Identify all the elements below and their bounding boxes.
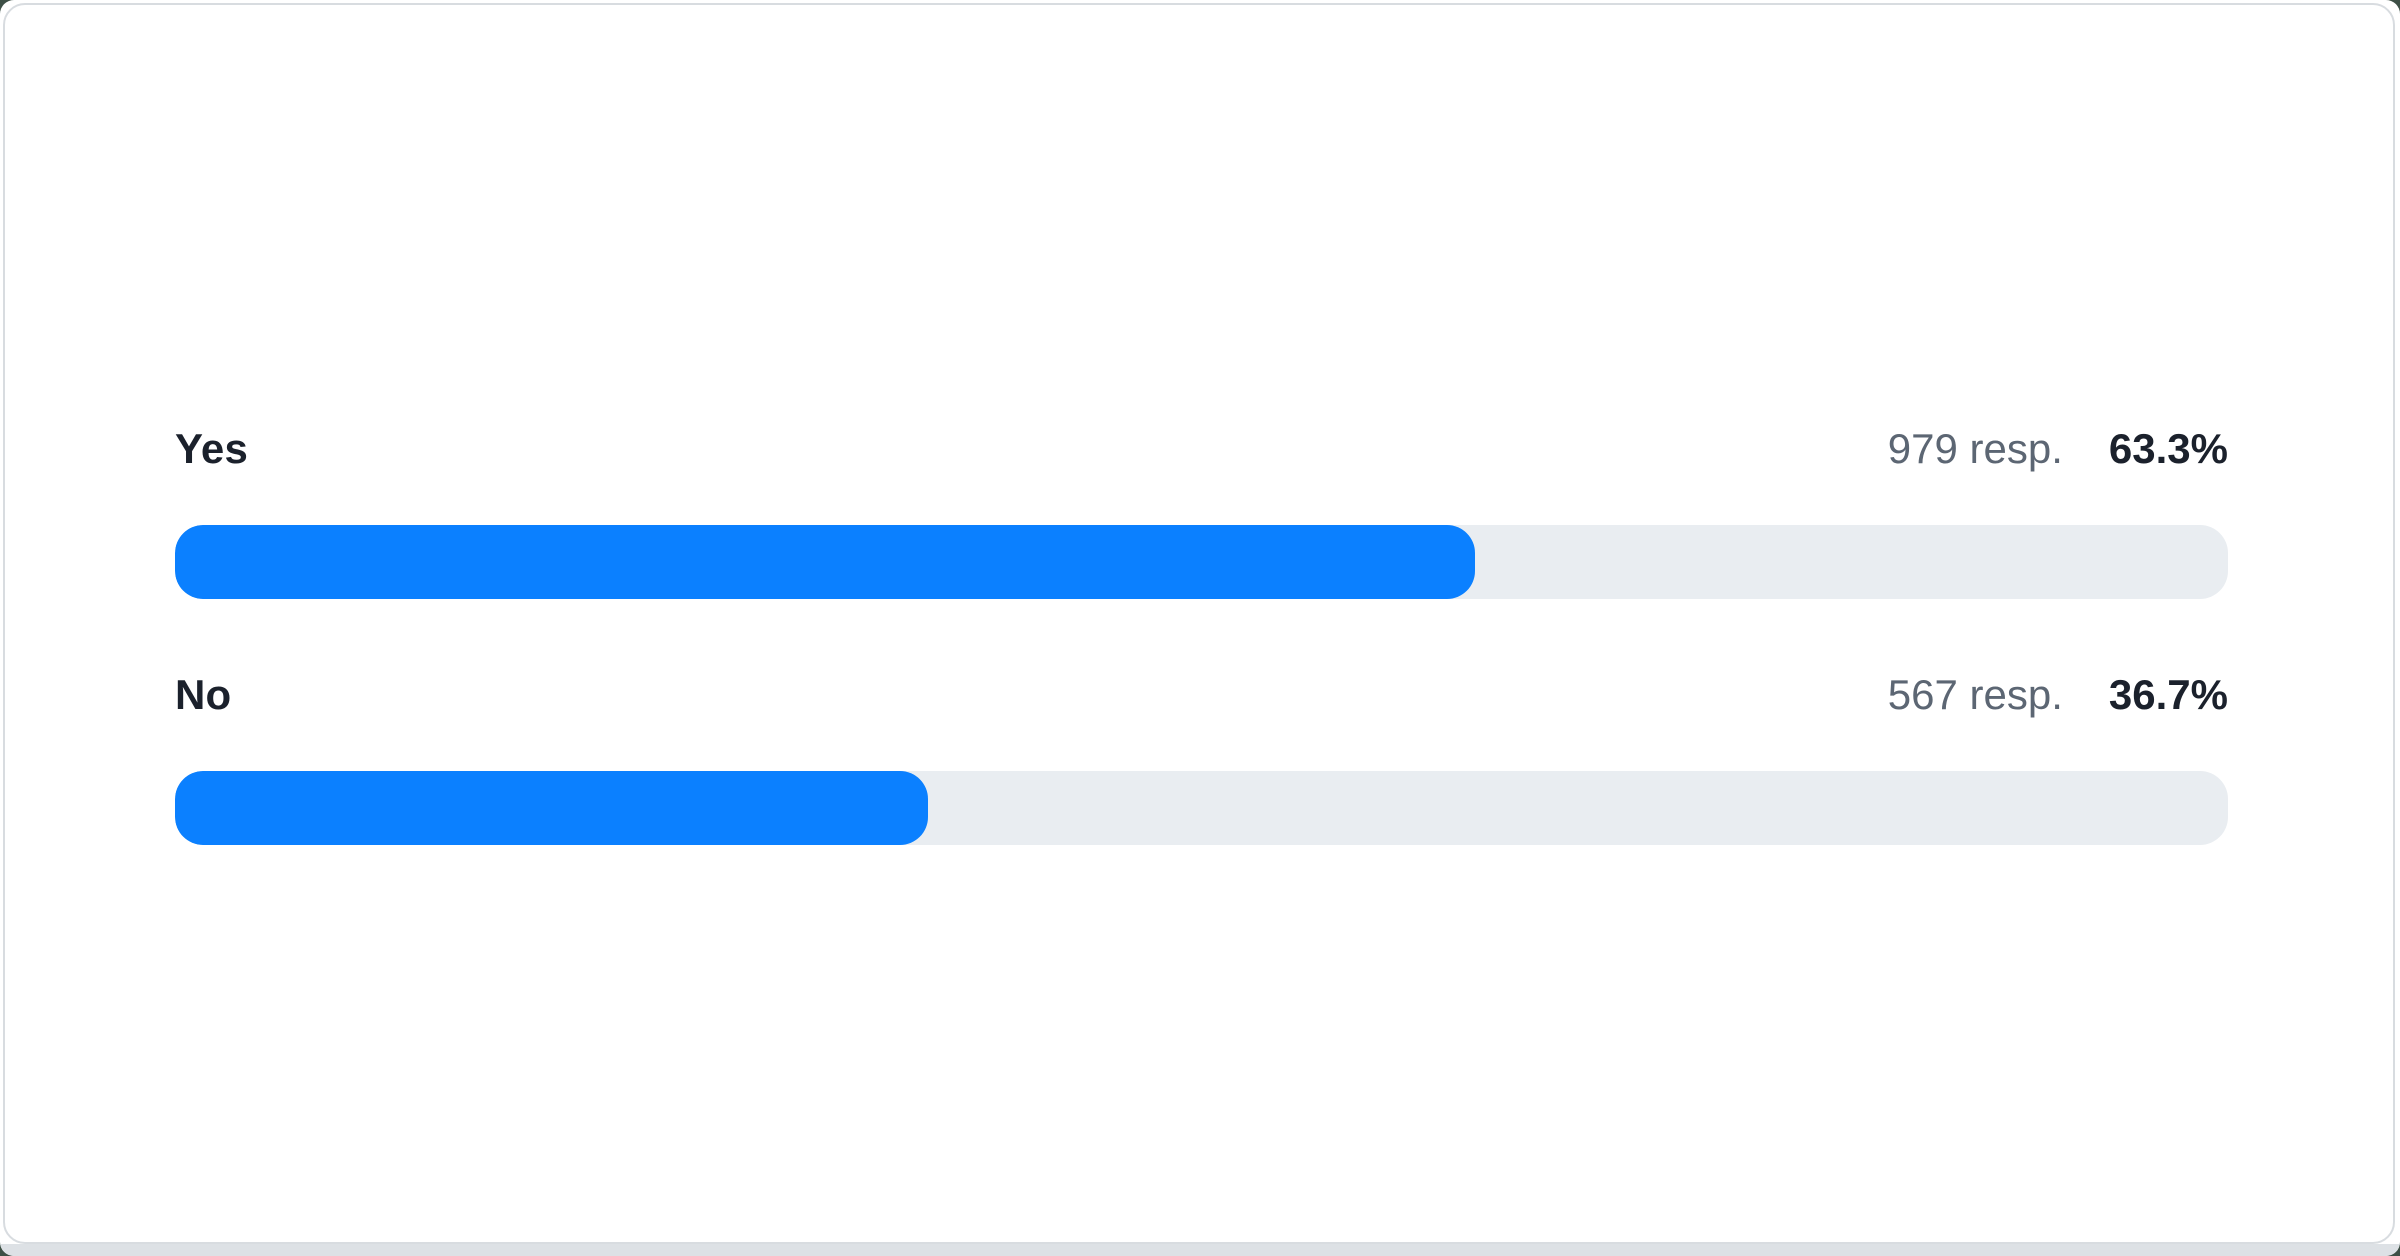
poll-results-list: Yes 979 resp. 63.3% No 567 resp. 36.7% <box>175 423 2228 845</box>
percent-value: 63.3% <box>2108 425 2228 472</box>
bar-fill-yes <box>175 525 1475 599</box>
poll-results-card: Yes 979 resp. 63.3% No 567 resp. 36.7% <box>3 3 2395 1244</box>
poll-option-row-yes: Yes 979 resp. 63.3% <box>175 423 2228 599</box>
response-count: 979 resp. <box>1887 425 2063 472</box>
percent-value: 36.7% <box>2108 671 2228 718</box>
page-bottom-strip <box>0 1244 2400 1256</box>
row-header: No 567 resp. 36.7% <box>175 669 2228 721</box>
bar-track <box>175 525 2228 599</box>
row-header: Yes 979 resp. 63.3% <box>175 423 2228 475</box>
option-label: Yes <box>175 425 249 472</box>
response-count: 567 resp. <box>1887 671 2063 718</box>
bar-fill-no <box>175 771 929 845</box>
option-label: No <box>175 671 232 718</box>
bar-track <box>175 771 2228 845</box>
poll-option-row-no: No 567 resp. 36.7% <box>175 669 2228 845</box>
